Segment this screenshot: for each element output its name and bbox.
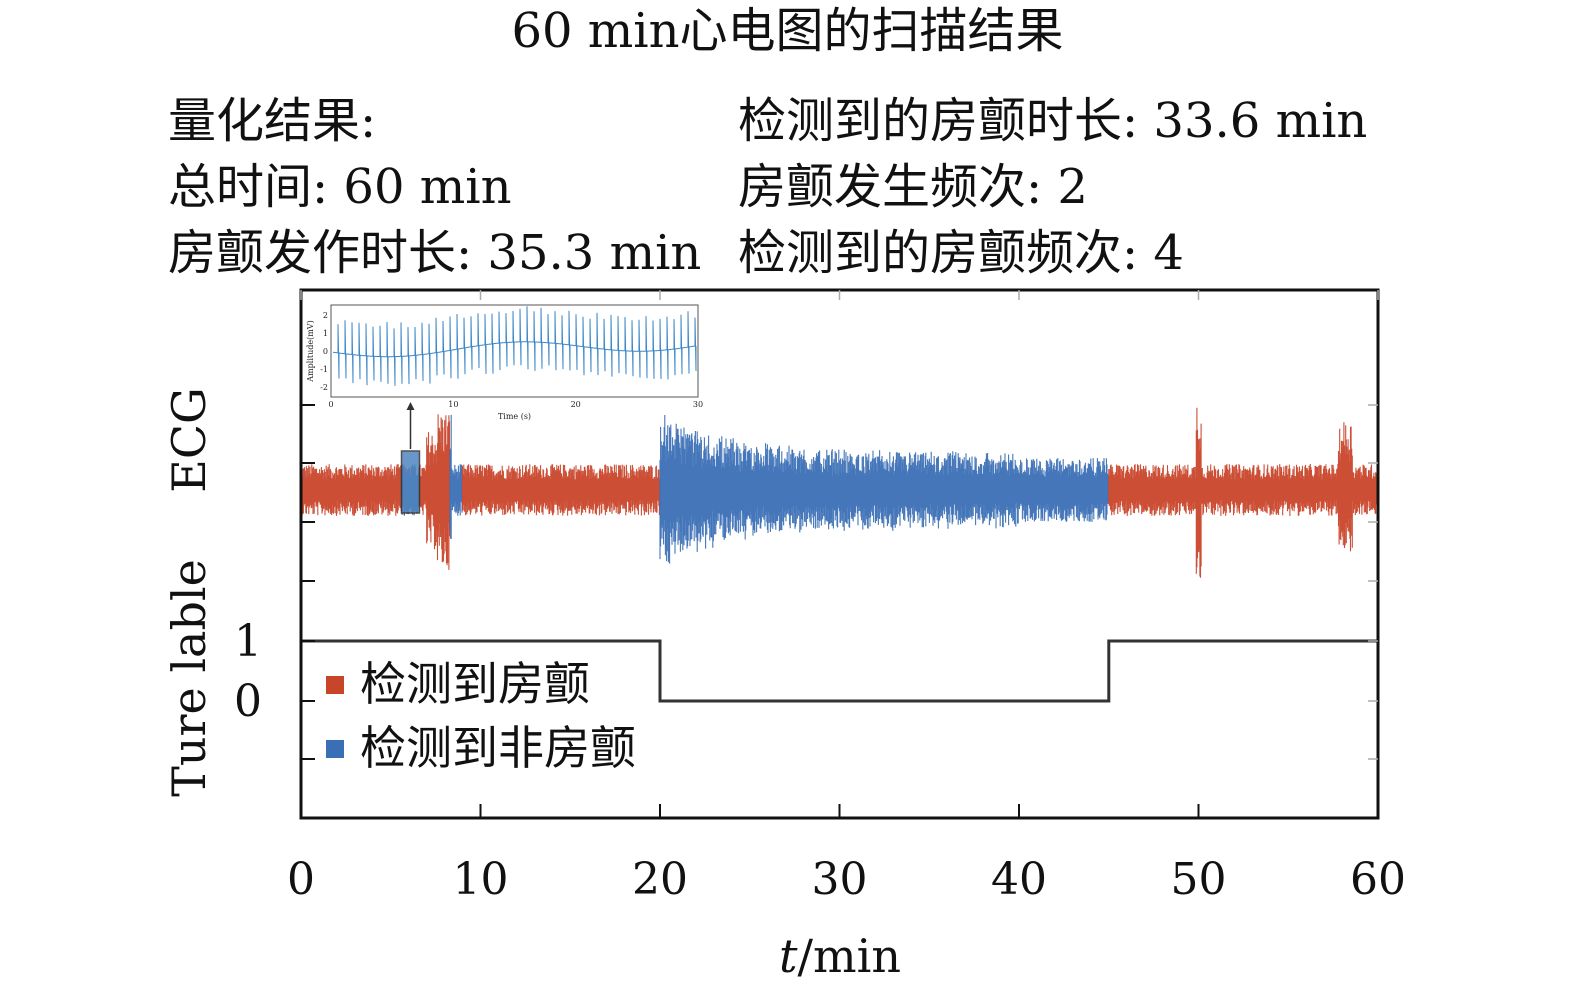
inset-x-tick-label: 30: [693, 400, 703, 409]
x-axis-title-unit: /min: [798, 929, 901, 983]
x-axis-title-variable: t: [779, 929, 798, 983]
ecg-segment-non_af-5: [659, 415, 1109, 564]
true-label-layer: [301, 639, 1378, 703]
x-tick-label: 30: [812, 854, 868, 905]
true-label-tick-1: 1: [234, 616, 262, 667]
true-label-tick-0: 0: [234, 676, 262, 727]
stats-heading: 量化结果:: [168, 93, 377, 149]
ecg-segment-af-2: [418, 414, 451, 570]
true-label-line: [301, 639, 1378, 703]
x-tick-label: 40: [991, 854, 1047, 905]
ecg-segment-af-6: [1108, 407, 1379, 578]
inset-x-tick-label: 20: [571, 400, 581, 409]
chart-title: 60 min心电图的扫描结果: [511, 3, 1064, 59]
x-tick-label: 60: [1350, 854, 1406, 905]
x-tick-label: 20: [632, 854, 688, 905]
x-tick-label: 50: [1171, 854, 1227, 905]
inset-y-tick-label: 0: [323, 347, 328, 356]
stat-af-duration: 房颤发作时长: 35.3 min: [168, 225, 702, 281]
inset-x-tick-label: 10: [448, 400, 458, 409]
inset-source-box: [400, 450, 421, 514]
inset-y-tick-label: 1: [323, 329, 328, 338]
inset-x-tick-label: 0: [328, 400, 333, 409]
ecg-axis-title: ECG: [162, 387, 216, 493]
inset-y-tick-label: 2: [323, 311, 328, 320]
legend-label-non_af: 检测到非房颤: [360, 721, 636, 775]
stat-af-frequency: 房颤发生频次: 2: [738, 159, 1088, 215]
stat-detected-af-frequency: 检测到的房颤频次: 4: [738, 225, 1184, 281]
legend-label-af: 检测到房颤: [360, 657, 590, 711]
ecg-signal-layer: [300, 407, 1379, 578]
x-tick-label: 0: [287, 854, 315, 905]
inset-signal: [332, 306, 697, 386]
ecg-segment-non_af-3: [449, 414, 463, 539]
ecg-segment-af-4: [461, 464, 661, 516]
legend-swatch-non_af: [326, 740, 344, 758]
inset-y-tick-label: -2: [320, 383, 328, 392]
inset-y-tick-label: -1: [320, 365, 328, 374]
inset-arrow-head: [406, 402, 415, 410]
inset-y-axis-title: Amplitude(mV): [306, 320, 315, 382]
x-tick-label: 10: [453, 854, 509, 905]
inset-x-axis-title: Time (s): [498, 412, 531, 421]
legend-swatch-af: [326, 676, 344, 694]
stat-total-time: 总时间: 60 min: [168, 159, 512, 215]
x-axis-title: t/min: [779, 929, 901, 983]
true-label-axis-title: Ture lable: [162, 559, 216, 797]
stat-detected-af-duration: 检测到的房颤时长: 33.6 min: [738, 93, 1368, 149]
